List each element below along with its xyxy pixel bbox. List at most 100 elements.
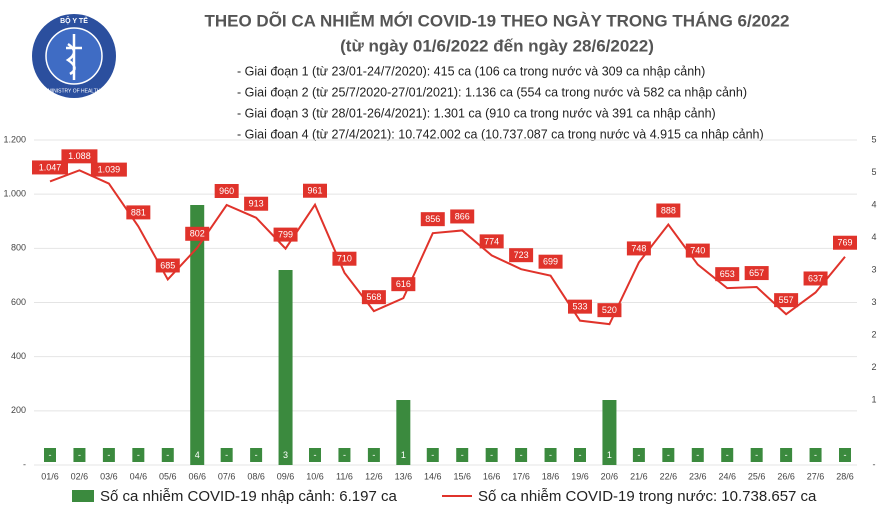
x-tick-label: 24/6 bbox=[718, 471, 736, 481]
note: - Giai đoạn 2 (từ 25/7/2020-27/01/2021):… bbox=[237, 85, 747, 99]
line-label-bg bbox=[450, 209, 475, 224]
logo-top: BỘ Y TẾ bbox=[60, 15, 88, 25]
line-label-bg bbox=[538, 254, 563, 269]
line-label: 616 bbox=[396, 279, 411, 289]
bar-label-bg bbox=[603, 448, 616, 462]
chart-title: THEO DÕI CA NHIỄM MỚI COVID-19 THEO NGÀY… bbox=[204, 10, 789, 30]
y-tick-label: 1.200 bbox=[3, 134, 26, 144]
y2-tick-label: 2 bbox=[871, 329, 876, 339]
bar-label-bg bbox=[456, 448, 469, 462]
legend-swatch bbox=[72, 490, 94, 502]
y2-tick-label: 4 bbox=[871, 232, 876, 242]
y-tick-label: 800 bbox=[11, 243, 26, 253]
line-label-bg bbox=[185, 226, 210, 241]
line-label: 657 bbox=[749, 268, 764, 278]
line-label: 961 bbox=[307, 186, 322, 196]
y-tick-label: 200 bbox=[11, 405, 26, 415]
y2-tick-label: 5 bbox=[871, 167, 876, 177]
note: - Giai đoạn 3 (từ 28/01-26/4/2021): 1.30… bbox=[237, 106, 716, 120]
line-label: 557 bbox=[779, 295, 794, 305]
line-label: 866 bbox=[455, 211, 470, 221]
bar-label: - bbox=[78, 450, 81, 460]
bar-label-bg bbox=[721, 448, 734, 462]
y2-tick-label: 1 bbox=[871, 394, 876, 404]
x-tick-label: 28/6 bbox=[836, 471, 854, 481]
y2-tick-label: 3 bbox=[871, 297, 876, 307]
bar-label: - bbox=[461, 450, 464, 460]
bar-label-bg bbox=[750, 448, 763, 462]
x-tick-label: 22/6 bbox=[660, 471, 678, 481]
bar-label: - bbox=[696, 450, 699, 460]
line-label-bg bbox=[332, 251, 357, 266]
legend-label: Số ca nhiễm COVID-19 nhập cảnh: 6.197 ca bbox=[100, 488, 398, 505]
x-tick-label: 11/6 bbox=[336, 471, 353, 481]
bar-label-bg bbox=[309, 448, 321, 462]
note: - Giai đoạn 4 (từ 27/4/2021): 10.742.002… bbox=[237, 127, 764, 141]
x-tick-label: 06/6 bbox=[188, 471, 206, 481]
x-tick-label: 13/6 bbox=[395, 471, 413, 481]
bar-label-bg bbox=[780, 448, 793, 462]
line-label-bg bbox=[833, 235, 857, 250]
line-label: 856 bbox=[425, 214, 440, 224]
bar-label-bg bbox=[426, 448, 439, 462]
line-labels: 1.047 1.088 1.039 881 685 802 960 913 799 961 710 5… bbox=[32, 149, 857, 318]
line-label: 769 bbox=[837, 238, 852, 248]
x-tick-label: 25/6 bbox=[748, 471, 766, 481]
line-label-bg bbox=[420, 212, 445, 227]
y2-tick-label: 3 bbox=[871, 264, 876, 274]
x-tick-label: 21/6 bbox=[630, 471, 648, 481]
bar-label-bg bbox=[102, 448, 115, 462]
line-label-bg bbox=[32, 160, 68, 175]
line-label: 960 bbox=[219, 186, 234, 196]
bar-label: 1 bbox=[401, 450, 406, 460]
bar-label: - bbox=[49, 450, 52, 460]
x-tick-label: 07/6 bbox=[218, 471, 236, 481]
bar-label-bg bbox=[220, 448, 233, 462]
bar-label: - bbox=[107, 450, 110, 460]
line-label: 568 bbox=[366, 292, 381, 302]
x-tick-label: 09/6 bbox=[277, 471, 295, 481]
x-tick-label: 03/6 bbox=[100, 471, 118, 481]
bar-label: - bbox=[166, 450, 169, 460]
bar-label-bg bbox=[73, 448, 86, 462]
bar-label-bg bbox=[574, 448, 586, 462]
bar-label: 4 bbox=[195, 450, 200, 460]
line-label-bg bbox=[568, 299, 592, 314]
line-label-bg bbox=[391, 277, 416, 292]
bar bbox=[278, 270, 293, 465]
line-label: 1.039 bbox=[98, 164, 121, 174]
line-label-bg bbox=[597, 303, 622, 318]
line-label-bg bbox=[61, 149, 98, 164]
line-label-bg bbox=[361, 290, 386, 305]
line-label-bg bbox=[656, 203, 681, 218]
line-label-bg bbox=[509, 248, 534, 263]
x-tick-label: 08/6 bbox=[247, 471, 265, 481]
bar-label: - bbox=[844, 450, 847, 460]
bar-label: - bbox=[431, 450, 434, 460]
bar-label-bg bbox=[839, 448, 851, 462]
x-tick-label: 19/6 bbox=[571, 471, 589, 481]
line-label: 888 bbox=[661, 205, 676, 215]
x-tick-label: 02/6 bbox=[71, 471, 89, 481]
x-tick-label: 17/6 bbox=[512, 471, 530, 481]
line-label-bg bbox=[244, 196, 269, 211]
line-label-bg bbox=[479, 234, 504, 249]
logo-bottom: MINISTRY OF HEALTH bbox=[48, 88, 101, 94]
bar-label-bg bbox=[338, 448, 351, 462]
line-label-bg bbox=[626, 241, 651, 256]
line-label-bg bbox=[90, 162, 127, 177]
x-tick-label: 27/6 bbox=[807, 471, 825, 481]
x-tick-label: 05/6 bbox=[159, 471, 177, 481]
bar-label: - bbox=[225, 450, 228, 460]
line-label: 913 bbox=[249, 199, 264, 209]
bar-label: - bbox=[637, 450, 640, 460]
line-label-bg bbox=[803, 271, 828, 286]
y-tick-label: 400 bbox=[11, 351, 26, 361]
line-label-bg bbox=[214, 184, 239, 198]
bar-label: - bbox=[579, 450, 582, 460]
x-tick-label: 04/6 bbox=[130, 471, 148, 481]
bar-label: - bbox=[755, 450, 758, 460]
bar-label-bg bbox=[279, 448, 292, 462]
bar-label: - bbox=[255, 450, 258, 460]
